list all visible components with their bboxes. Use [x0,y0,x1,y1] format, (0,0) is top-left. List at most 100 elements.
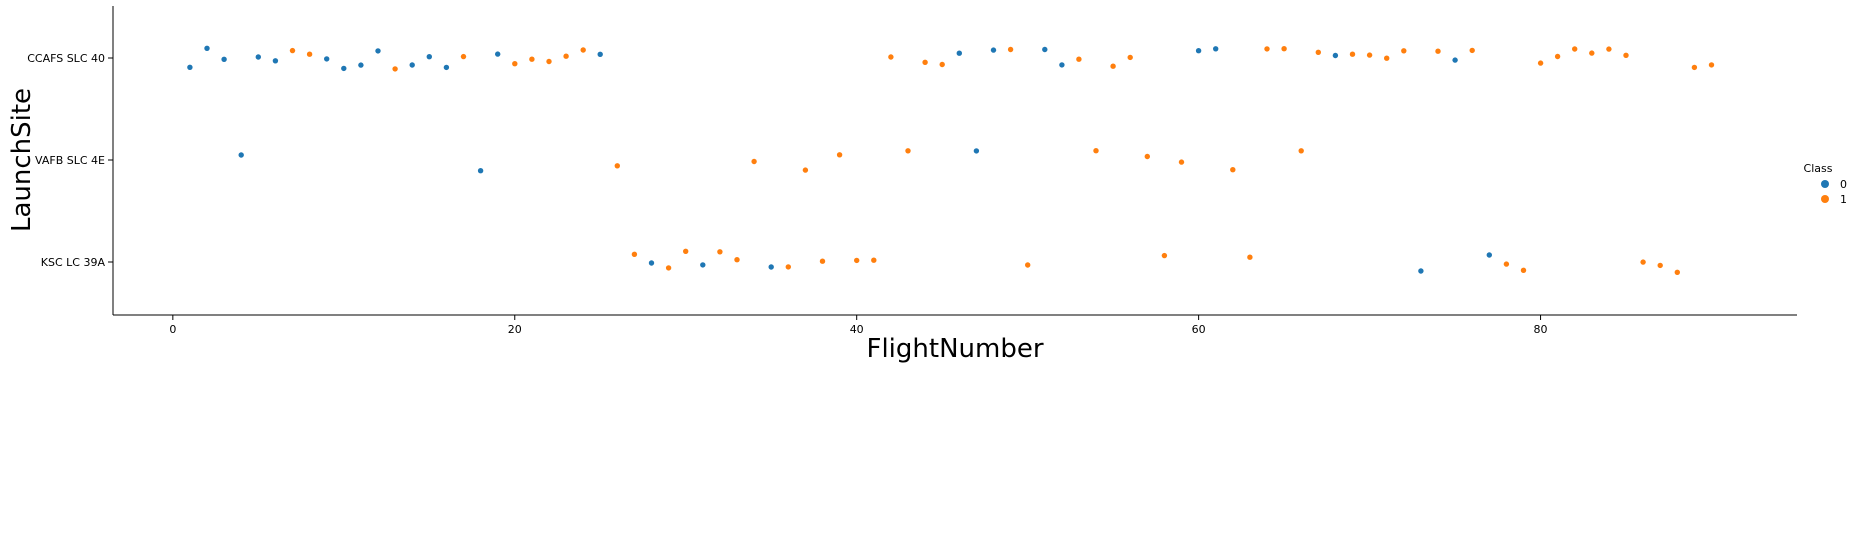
legend-marker [1821,180,1829,188]
x-tick-label: 0 [169,323,176,336]
scatter-point [973,148,980,154]
legend-label: 0 [1840,178,1847,191]
scatter-point [1332,52,1339,59]
scatter-point [665,265,672,271]
scatter-point [1572,46,1578,52]
scatter-point [768,264,774,270]
scatter-point [1349,51,1356,57]
scatter-point [1264,46,1270,52]
scatter-point [1144,153,1151,160]
scatter-point [1110,63,1116,69]
scatter-point [905,148,911,154]
scatter-point [1384,55,1390,61]
scatter-point [922,59,928,65]
scatter-point [1623,52,1629,58]
scatter-point [802,167,809,173]
scatter-point [614,163,620,169]
scatter-point [1230,167,1236,173]
scatter-point [1178,159,1185,165]
x-tick-label: 60 [1192,323,1206,336]
scatter-point [306,51,313,57]
scatter-point [1247,254,1253,260]
scatter-point [888,54,894,60]
scatter-point [751,158,757,165]
scatter-point [1606,46,1612,52]
scatter-point [289,47,296,54]
y-ticks: CCAFS SLC 40 VAFB SLC 4E KSC LC 39A [27,52,113,269]
scatter-point [1127,54,1133,61]
scatter-point [563,53,569,59]
scatter-point [1281,46,1287,52]
scatter-point [1486,252,1493,258]
scatter-point [1640,259,1646,265]
scatter-point [1691,64,1698,71]
scatter-point [1469,47,1475,54]
scatter-point [1435,48,1441,54]
scatter-point [529,56,535,62]
scatter-point [1195,48,1202,54]
scatter-point [1213,46,1219,52]
scatter-point [1161,252,1168,259]
scatter-point [460,53,467,60]
scatter-point [1025,262,1031,268]
scatter-point [1076,56,1082,62]
data-points [187,45,1715,275]
scatter-point [1401,48,1407,54]
x-axis-label: FlightNumber [866,334,1043,364]
scatter-point [341,65,347,72]
scatter-point [358,62,364,68]
scatter-point [1674,269,1681,275]
scatter-point [819,258,826,264]
scatter-point [204,45,210,51]
scatter-point [939,61,945,68]
x-tick-label: 80 [1534,323,1548,336]
scatter-point [683,248,689,254]
x-tick-label: 20 [508,323,522,336]
y-tick-label: VAFB SLC 4E [35,154,105,167]
scatter-point [1298,148,1304,154]
scatter-point [1520,267,1527,273]
legend-entries: 01 [1821,178,1847,206]
scatter-point [1657,262,1663,269]
scatter-point [1059,62,1065,68]
scatter-point [1315,49,1322,55]
scatter-point [1589,50,1595,56]
scatter-point [1503,261,1510,267]
scatter-point [272,58,279,64]
scatter-point [477,168,484,174]
scatter-point [392,66,398,72]
scatter-point [1554,53,1561,60]
scatter-point [854,257,860,264]
y-axis-label: LaunchSite [7,88,37,232]
scatter-point [495,51,501,57]
scatter-point [1452,57,1458,63]
y-tick-label: KSC LC 39A [41,256,106,269]
scatter-point [871,257,877,263]
scatter-point [375,48,381,54]
scatter-point [1093,148,1099,154]
scatter-point [785,264,791,270]
scatter-point [990,47,997,53]
scatter-point [597,51,603,57]
scatter-point [648,260,655,266]
scatter-point [700,262,706,268]
scatter-point [255,54,261,60]
legend-marker [1821,195,1829,203]
scatter-point [717,249,723,255]
plot-area: CCAFS SLC 40 VAFB SLC 4E KSC LC 39A 0 20 40 6… [27,6,1797,336]
scatter-point [324,56,330,62]
scatter-point [187,64,193,71]
scatter-point [956,50,962,56]
scatter-point [409,62,415,68]
scatter-point [238,152,244,158]
scatter-point [631,251,638,257]
scatter-point [221,56,227,62]
scatter-point [512,61,518,67]
scatter-point [1418,268,1424,274]
scatter-point [1366,52,1373,58]
scatter-point [546,58,552,65]
x-tick-label: 40 [850,323,864,336]
legend: Class 01 [1804,162,1847,206]
scatter-point [836,152,843,158]
